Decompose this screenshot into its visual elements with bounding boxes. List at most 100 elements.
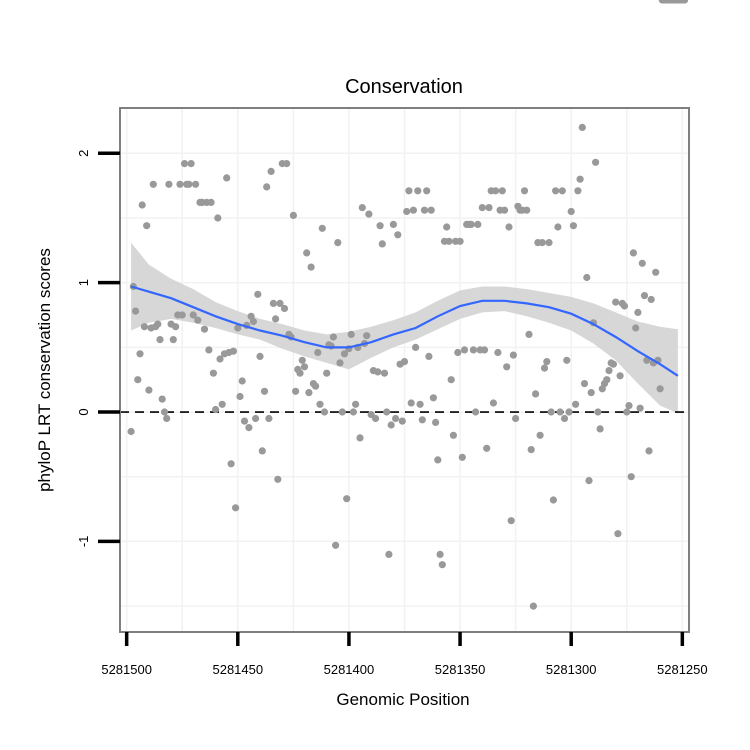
data-point [511,414,520,423]
data-point [254,290,262,298]
data-point [134,376,142,384]
data-point [572,400,580,408]
data-point [420,206,429,214]
y-tick-label: 2 [76,150,91,157]
data-point [338,408,346,416]
data-point [178,311,186,319]
x-tick-label: 5281500 [101,662,152,677]
data-point [145,386,153,394]
data-point [187,160,195,168]
data-point [394,231,402,239]
data-point [425,352,433,360]
data-point [336,359,344,367]
data-point [403,207,411,216]
data-point [376,222,384,230]
data-point [505,223,513,231]
data-point [636,404,644,412]
x-axis-label: Genomic Position [336,690,469,709]
data-point [372,414,380,423]
data-point [627,473,635,481]
data-point [576,175,584,183]
y-tick-label: -1 [76,536,91,548]
data-point [192,180,200,188]
panel-border [119,107,690,633]
data-point [136,350,144,358]
data-point [149,180,157,188]
data-point [498,187,506,195]
data-point [434,456,442,464]
data-point [478,204,486,212]
data-point [156,336,164,344]
data-point [612,298,620,306]
x-tick-label: 5281450 [212,662,263,677]
data-point [587,389,595,397]
data-point [414,187,422,195]
data-point [427,206,435,214]
data-point [140,323,148,331]
data-point [536,431,544,439]
data-point [549,496,558,504]
data-point [296,369,304,377]
data-point [332,541,340,549]
data-point [583,273,591,282]
y-tick-label: 0 [76,408,91,415]
data-point [305,389,313,397]
data-point [256,352,264,360]
data-point [460,346,469,354]
data-point [312,382,320,390]
data-point [523,206,531,214]
data-point [143,222,151,230]
data-point [640,292,649,300]
data-point [538,239,546,247]
data-point [485,204,493,212]
data-point [272,315,280,323]
data-point [385,550,393,559]
data-point [232,504,240,512]
data-point [554,223,562,231]
data-point [358,204,366,212]
data-point [316,400,324,408]
data-point [400,358,409,366]
data-point [560,414,569,423]
data-point [163,414,171,423]
data-point [472,408,480,416]
data-point [520,187,529,195]
x-tick-label: 5281400 [324,662,375,677]
data-point [207,198,215,206]
x-tick-label: 5281350 [435,662,486,677]
data-point [276,299,284,307]
data-point [189,311,197,319]
data-point [318,224,326,232]
data-point [545,239,553,247]
data-point [492,187,500,195]
data-point [567,207,575,216]
data-point [494,348,502,357]
data-point [438,561,446,569]
data-point [223,174,231,182]
data-point [229,347,237,355]
data-point [500,206,509,214]
data-point [205,346,213,354]
data-point [327,342,335,350]
y-axis-label: phyloP LRT conservation scores [35,248,54,492]
data-point [596,425,604,433]
data-point [340,350,349,358]
data-point [638,259,646,267]
data-point [154,320,162,328]
data-point [632,324,640,332]
data-point [245,424,253,432]
data-point [412,343,420,351]
data-point [200,325,209,333]
data-points [127,0,689,610]
data-point [432,418,440,426]
data-point [380,369,389,377]
data-point [474,220,482,228]
data-point [238,377,246,385]
smooth-trend-line [130,285,679,377]
data-point [603,376,611,384]
data-point [158,395,166,403]
data-point [234,324,242,332]
data-point [329,333,337,341]
plot-panel [119,0,690,633]
data-point [409,206,417,214]
